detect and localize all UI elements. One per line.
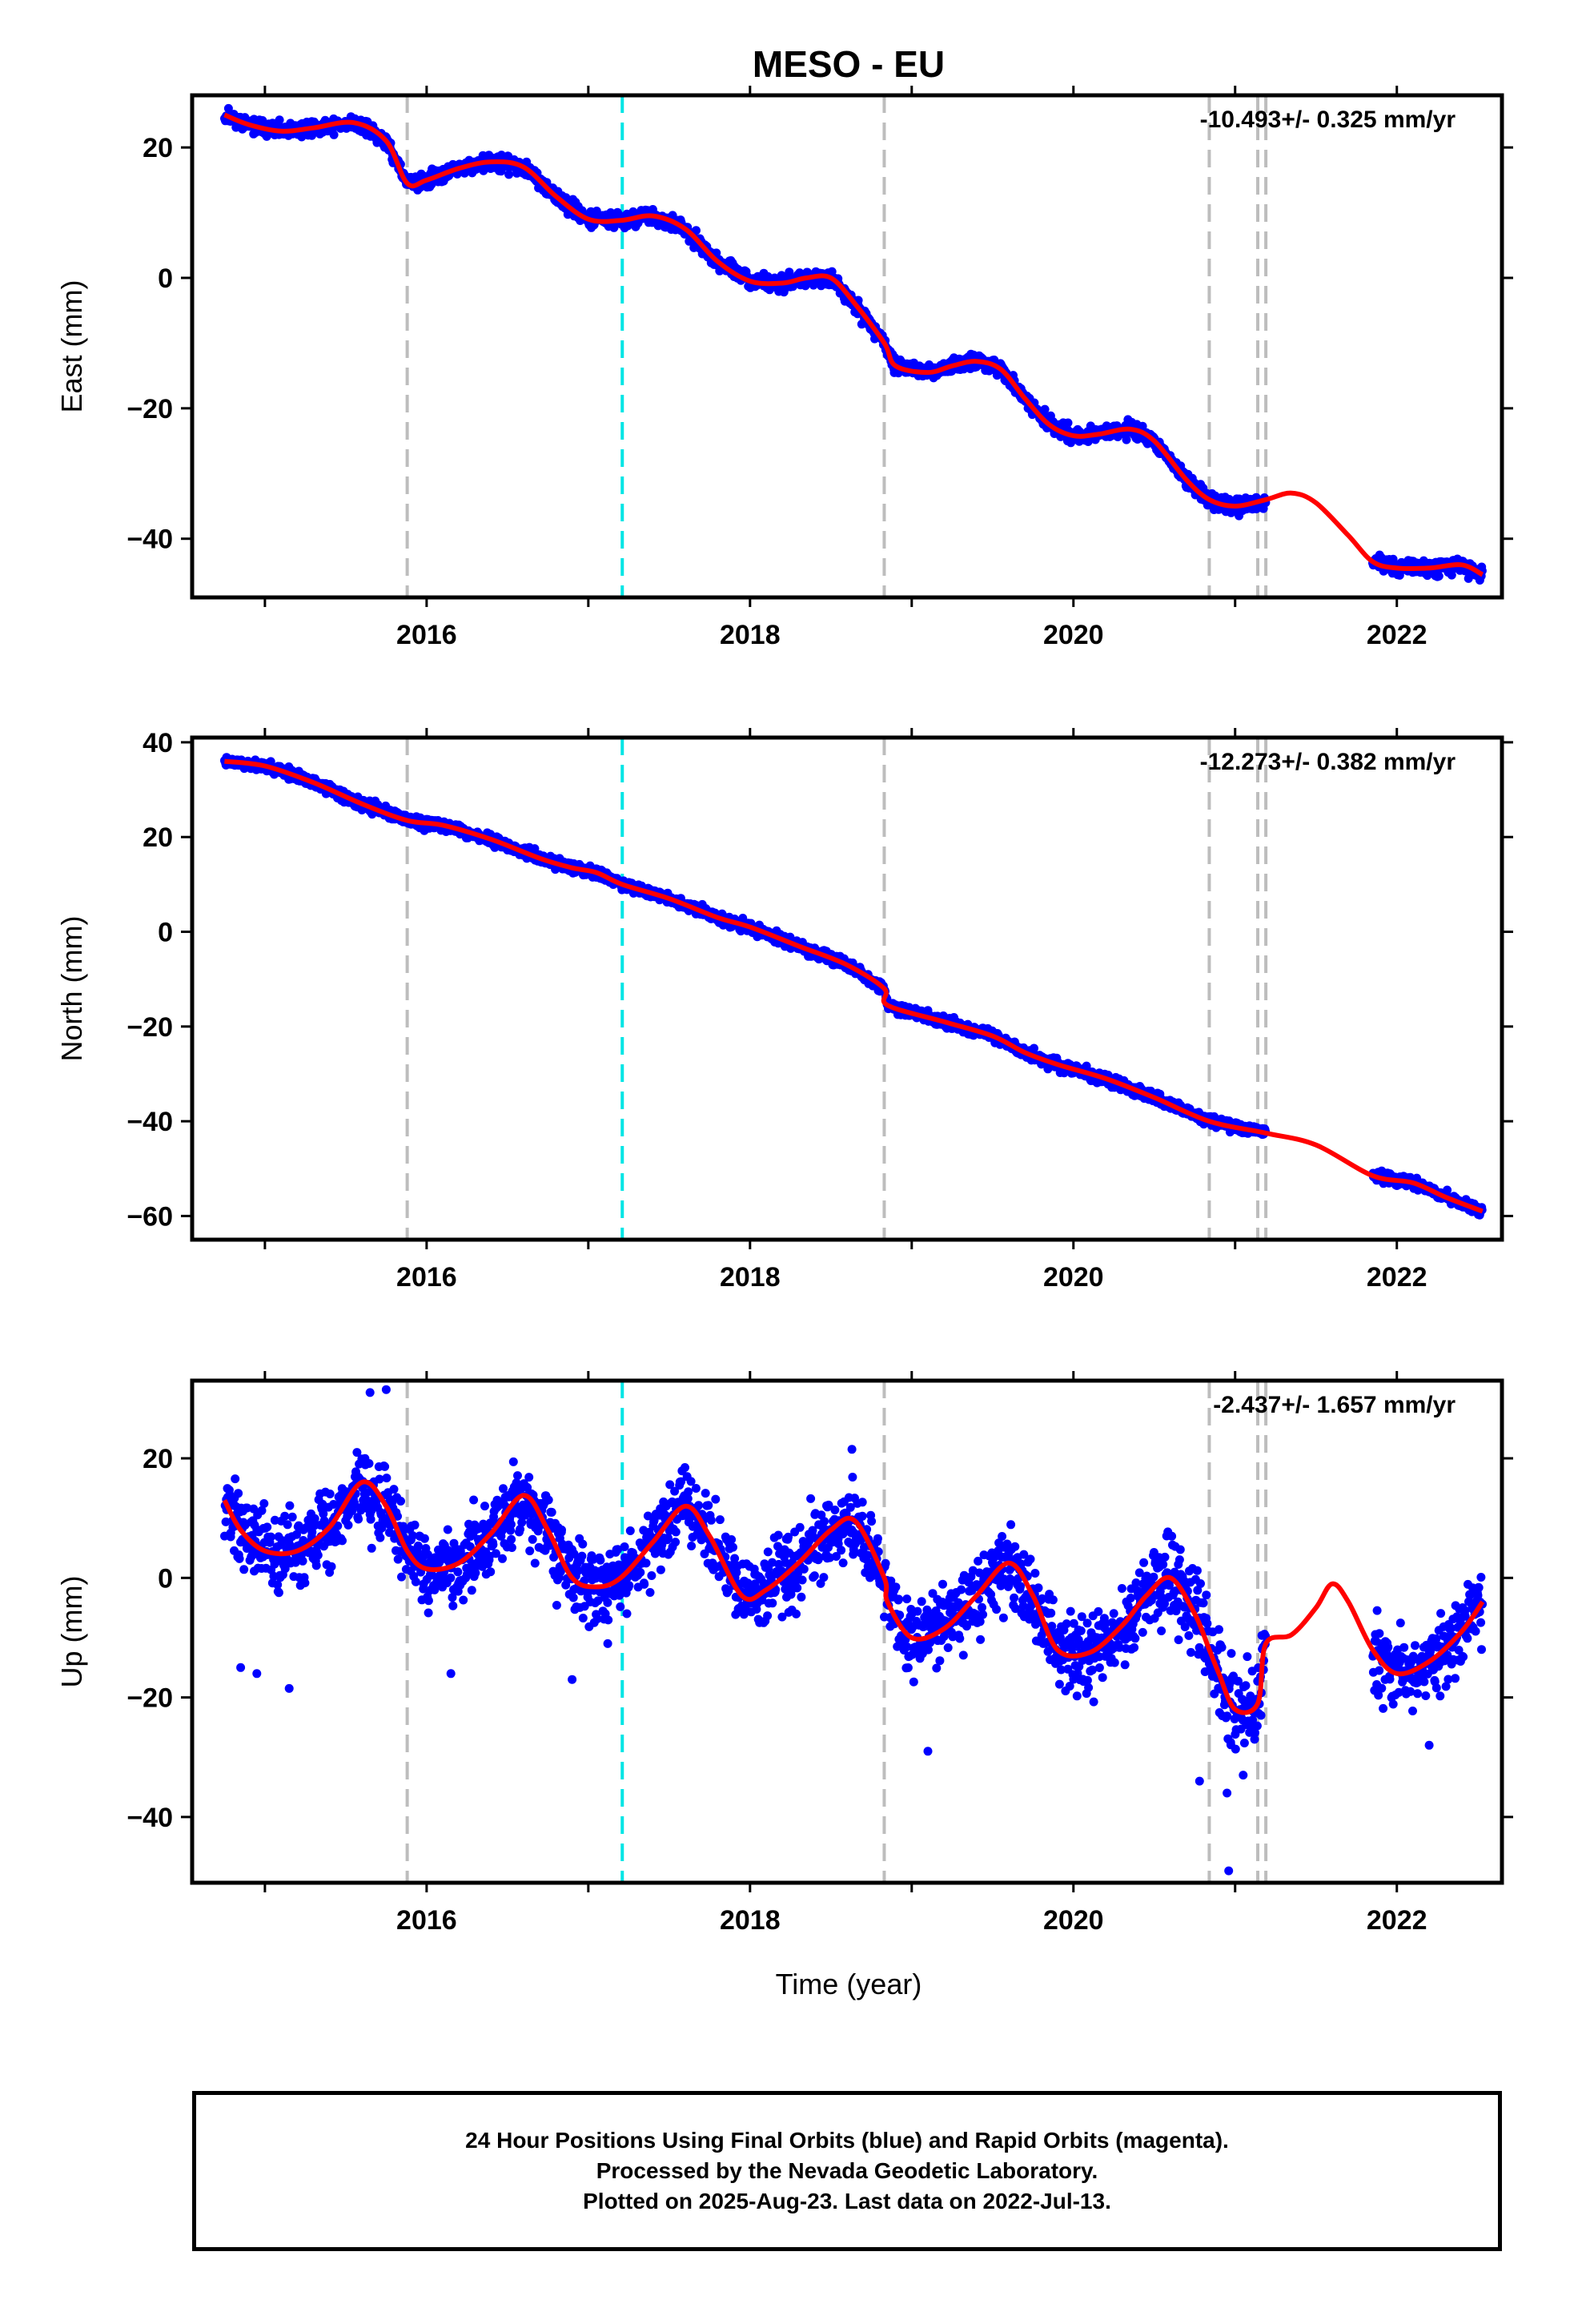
data-point — [275, 115, 284, 125]
y-tick-label: 0 — [158, 263, 173, 294]
data-point — [530, 844, 540, 854]
panel-frame — [190, 93, 1504, 600]
velocity-annotation: -12.273+/- 0.382 mm/yr — [1200, 749, 1456, 775]
data-point — [266, 1532, 275, 1542]
data-point — [692, 226, 701, 235]
data-point — [504, 170, 514, 179]
y-tick-label: −20 — [126, 394, 173, 424]
x-tick-label: 2022 — [1367, 1262, 1427, 1293]
data-point — [234, 1489, 243, 1498]
x-tick-label: 2016 — [396, 1262, 457, 1293]
data-point — [1040, 404, 1050, 414]
data-point — [223, 103, 233, 113]
plot-area — [220, 95, 1487, 597]
x-tick-label: 2018 — [720, 620, 781, 650]
panel-north: 2016 2018 2020 2022 40 20 0 −20 −40 −60 North (mm)… — [55, 728, 1513, 1293]
data-points — [220, 103, 1487, 585]
y-tick-label: 20 — [143, 822, 173, 853]
plot-area — [220, 1381, 1488, 1883]
data-point — [263, 1522, 272, 1532]
data-point — [259, 1499, 269, 1508]
data-point — [1030, 1043, 1038, 1053]
panel-frame — [190, 735, 1504, 1242]
data-point — [235, 1554, 244, 1563]
x-tick-label: 2020 — [1043, 620, 1104, 650]
data-point — [1063, 418, 1073, 428]
y-axis-label: North (mm) — [55, 916, 88, 1062]
panel-east: 2016 2018 2020 2022 20 0 −20 −40 East (mm) -10.49… — [55, 86, 1513, 650]
x-tick-label: 2016 — [396, 620, 457, 650]
y-tick-label: 40 — [143, 728, 173, 758]
y-tick-label: −20 — [126, 1012, 173, 1043]
x-tick-label: 2022 — [1367, 620, 1427, 650]
y-tick-label: −40 — [126, 1107, 173, 1137]
data-point — [1443, 1185, 1452, 1195]
y-tick-label: −40 — [126, 525, 173, 555]
y-axis-label: East (mm) — [55, 280, 88, 413]
y-tick-label: −60 — [126, 1201, 173, 1232]
plot-area — [220, 738, 1487, 1240]
chart-title: MESO - EU — [753, 43, 945, 85]
data-point — [243, 1503, 252, 1513]
x-tick-label: 2020 — [1043, 1262, 1104, 1293]
data-point — [239, 1565, 249, 1574]
velocity-annotation: -10.493+/- 0.325 mm/yr — [1200, 107, 1456, 133]
y-tick-label: 20 — [143, 133, 173, 163]
data-point — [221, 1517, 231, 1526]
data-point — [329, 130, 339, 139]
data-point — [1122, 435, 1131, 444]
data-point — [1434, 571, 1443, 581]
model-fit-line — [223, 112, 1484, 577]
x-tick-label: 2018 — [720, 1262, 781, 1293]
data-point — [257, 1506, 267, 1515]
model-fit-line — [224, 758, 1484, 1214]
y-tick-label: 0 — [158, 918, 173, 948]
data-point — [231, 1474, 240, 1484]
